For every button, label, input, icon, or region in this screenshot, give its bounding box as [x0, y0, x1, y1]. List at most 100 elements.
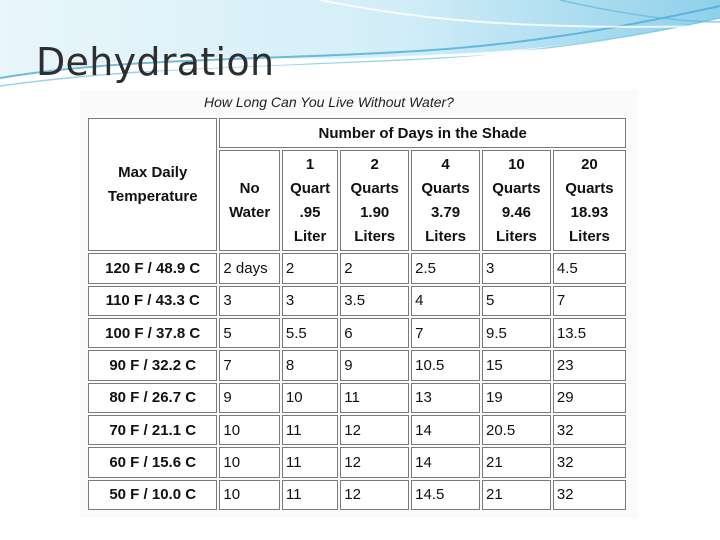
temperature-cell: 70 F / 21.1 C — [88, 415, 218, 446]
column-header-line: 1 — [305, 155, 315, 173]
days-cell: 11 — [281, 479, 339, 510]
days-cell: 2 days — [219, 253, 280, 284]
column-header: 10 Quarts 9.46 Liters — [482, 150, 551, 252]
column-header-line: 4 — [441, 155, 450, 173]
days-cell: 12 — [340, 447, 410, 478]
temperature-cell: 110 F / 43.3 C — [88, 285, 218, 317]
corner-header-line: Max Daily — [118, 163, 188, 181]
corner-header: Max Daily Temperature — [88, 118, 218, 252]
table-caption: How Long Can You Live Without Water? — [204, 94, 454, 110]
temperature-cell: 80 F / 26.7 C — [88, 382, 218, 413]
days-cell: 14 — [411, 447, 480, 478]
days-cell: 10 — [219, 447, 280, 478]
temperature-cell: 100 F / 37.8 C — [88, 318, 218, 349]
days-cell: 20.5 — [482, 415, 551, 446]
column-header-line: Quart — [290, 179, 331, 197]
column-header-line: .95 — [299, 203, 321, 221]
days-cell: 14 — [411, 415, 480, 446]
days-cell: 32 — [552, 415, 626, 446]
column-header-line: 1.90 — [360, 203, 390, 221]
days-cell: 10 — [281, 382, 339, 413]
table-row: 80 F / 26.7 C 9 10 11 13 19 29 — [88, 382, 626, 413]
days-cell: 3.5 — [340, 285, 410, 317]
days-cell: 10.5 — [411, 350, 480, 381]
column-header: 4 Quarts 3.79 Liters — [411, 150, 480, 252]
column-header-line: 10 — [508, 155, 525, 173]
days-cell: 12 — [340, 479, 410, 510]
column-header-line: 18.93 — [570, 203, 609, 221]
days-cell: 29 — [552, 382, 626, 413]
column-header-line: Liters — [354, 227, 396, 245]
slide-title: Dehydration — [36, 40, 275, 84]
days-cell: 11 — [281, 415, 339, 446]
column-header-line: Quarts — [492, 179, 541, 197]
days-cell: 4.5 — [552, 253, 626, 284]
days-cell: 21 — [482, 447, 551, 478]
days-cell: 11 — [281, 447, 339, 478]
column-header-line: Water — [229, 203, 271, 221]
days-cell: 6 — [340, 318, 410, 349]
days-cell: 3 — [482, 253, 551, 284]
column-header-line: 2 — [370, 155, 379, 173]
table-row: 60 F / 15.6 C 10 11 12 14 21 32 — [88, 447, 626, 478]
temperature-cell: 60 F / 15.6 C — [88, 447, 218, 478]
column-header-line: Quarts — [350, 179, 399, 197]
days-cell: 9 — [340, 350, 410, 381]
days-cell: 8 — [281, 350, 339, 381]
column-header-line: Quarts — [421, 179, 470, 197]
days-cell: 12 — [340, 415, 410, 446]
days-cell: 2 — [340, 253, 410, 284]
column-header-line: No — [239, 179, 260, 197]
corner-header-line: Temperature — [107, 187, 198, 205]
column-header-line: 3.79 — [430, 203, 461, 221]
column-header-line: Liters — [425, 227, 466, 245]
decorative-wave-banner — [0, 0, 720, 87]
temperature-cell: 120 F / 48.9 C — [88, 253, 218, 284]
days-cell: 3 — [219, 285, 280, 317]
days-cell: 21 — [482, 479, 551, 510]
days-cell: 5 — [482, 285, 551, 317]
days-cell: 4 — [411, 285, 480, 317]
table-row: 110 F / 43.3 C 3 3 3.5 4 5 7 — [88, 285, 626, 317]
column-header-line: Liters — [496, 227, 537, 245]
days-cell: 7 — [219, 350, 280, 381]
column-header: 2 Quarts 1.90 Liters — [340, 150, 410, 252]
days-cell: 23 — [552, 350, 626, 381]
temperature-cell: 50 F / 10.0 C — [88, 479, 218, 510]
days-cell: 7 — [411, 318, 480, 349]
days-cell: 10 — [219, 415, 280, 446]
column-header-line: 9.46 — [501, 203, 532, 221]
days-cell: 7 — [552, 285, 626, 317]
days-cell: 13 — [411, 382, 480, 413]
days-cell: 11 — [340, 382, 410, 413]
days-cell: 3 — [281, 285, 339, 317]
days-cell: 13.5 — [552, 318, 626, 349]
column-header-line: Liters — [569, 227, 610, 245]
days-cell: 9 — [219, 382, 280, 413]
days-cell: 19 — [482, 382, 551, 413]
days-cell: 15 — [482, 350, 551, 381]
column-header-line: 20 — [581, 155, 598, 173]
days-cell: 2.5 — [411, 253, 480, 284]
group-header: Number of Days in the Shade — [219, 118, 626, 149]
table-row: 70 F / 21.1 C 10 11 12 14 20.5 32 — [88, 415, 626, 446]
temperature-cell: 90 F / 32.2 C — [88, 350, 218, 381]
days-cell: 32 — [552, 447, 626, 478]
days-cell: 5 — [219, 318, 280, 349]
column-header: 20 Quarts 18.93 Liters — [552, 150, 626, 252]
column-header-line: Liter — [293, 227, 327, 245]
survival-table-figure: How Long Can You Live Without Water? Max… — [80, 90, 638, 518]
table-row: 100 F / 37.8 C 5 5.5 6 7 9.5 13.5 — [88, 318, 626, 349]
days-cell: 14.5 — [411, 479, 480, 510]
column-header: 1 Quart .95 Liter — [281, 150, 339, 252]
days-cell: 32 — [552, 479, 626, 510]
days-cell: 9.5 — [482, 318, 551, 349]
days-cell: 2 — [281, 253, 339, 284]
days-cell: 5.5 — [281, 318, 339, 349]
table-row: 90 F / 32.2 C 7 8 9 10.5 15 23 — [88, 350, 626, 381]
table-row: 50 F / 10.0 C 10 11 12 14.5 21 32 — [88, 479, 626, 510]
column-header: No Water — [219, 150, 280, 252]
days-cell: 10 — [219, 479, 280, 510]
survival-table: Max Daily Temperature Number of Days in … — [86, 116, 628, 512]
